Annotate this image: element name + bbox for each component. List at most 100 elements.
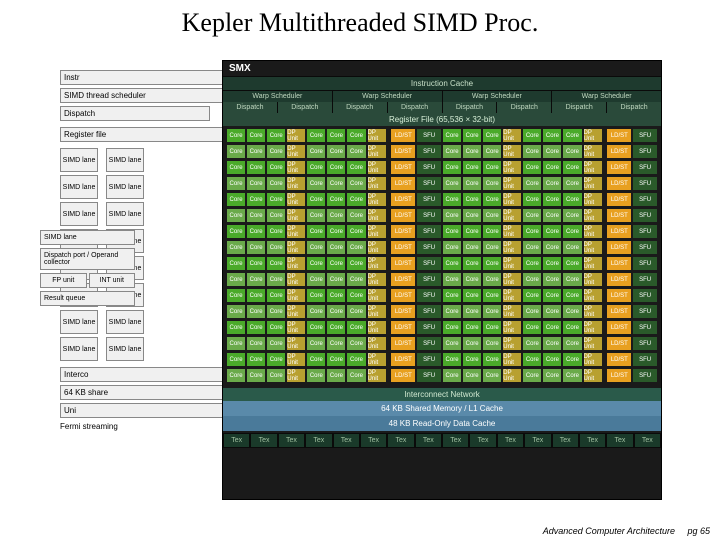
lane-cell: SIMD lane <box>60 202 98 226</box>
dp-cell: DP Unit <box>367 176 387 191</box>
dp-cell: DP Unit <box>583 256 603 271</box>
dp-cell: DP Unit <box>583 272 603 287</box>
core-cell: Core <box>462 256 482 271</box>
core-cell: Core <box>226 320 246 335</box>
core-cell: Core <box>522 224 542 239</box>
dp-cell: DP Unit <box>583 288 603 303</box>
core-cell: Core <box>482 336 502 351</box>
core-cell: Core <box>346 224 366 239</box>
ldst-cell: LD/ST <box>390 256 416 271</box>
dp-cell: DP Unit <box>367 352 387 367</box>
core-cell: Core <box>562 240 582 255</box>
dp-cell: DP Unit <box>583 176 603 191</box>
core-cell: Core <box>522 352 542 367</box>
core-cell: Core <box>522 272 542 287</box>
core-cell: Core <box>246 160 266 175</box>
dp-cell: DP Unit <box>583 144 603 159</box>
ldst-cell: LD/ST <box>606 352 632 367</box>
dp-cell: DP Unit <box>502 192 522 207</box>
core-cell: Core <box>226 144 246 159</box>
core-cell: Core <box>542 144 562 159</box>
core-cell: Core <box>442 304 462 319</box>
core-cell: Core <box>246 144 266 159</box>
tex-unit: Tex <box>552 433 579 448</box>
sfu-cell: SFU <box>416 304 442 319</box>
lane-cell: SIMD lane <box>60 175 98 199</box>
core-cell: Core <box>542 176 562 191</box>
interconnect-bar: Interconnect Network <box>223 388 661 401</box>
ldst-cell: LD/ST <box>390 368 416 383</box>
detail-title: SIMD lane <box>40 230 135 245</box>
dp-cell: DP Unit <box>502 176 522 191</box>
sfu-cell: SFU <box>416 192 442 207</box>
core-cell: Core <box>462 176 482 191</box>
core-cell: Core <box>462 240 482 255</box>
tex-unit: Tex <box>634 433 661 448</box>
left-dispatch: Dispatch <box>60 106 210 121</box>
tex-unit: Tex <box>333 433 360 448</box>
core-cell: Core <box>226 160 246 175</box>
core-cell: Core <box>482 256 502 271</box>
ldst-cell: LD/ST <box>606 304 632 319</box>
core-cell: Core <box>326 192 346 207</box>
core-cell: Core <box>542 368 562 383</box>
core-cell: Core <box>346 160 366 175</box>
dp-cell: DP Unit <box>286 336 306 351</box>
core-cell: Core <box>266 256 286 271</box>
core-cell: Core <box>562 160 582 175</box>
core-cell: Core <box>462 288 482 303</box>
core-cell: Core <box>462 224 482 239</box>
ldst-cell: LD/ST <box>390 160 416 175</box>
core-cell: Core <box>442 224 462 239</box>
core-cell: Core <box>246 192 266 207</box>
instr-cache-bar: Instruction Cache <box>223 76 661 91</box>
ldst-cell: LD/ST <box>390 208 416 223</box>
dp-cell: DP Unit <box>286 160 306 175</box>
core-cell: Core <box>226 240 246 255</box>
core-cell: Core <box>522 256 542 271</box>
core-cell: Core <box>226 256 246 271</box>
core-cell: Core <box>306 192 326 207</box>
dp-cell: DP Unit <box>367 320 387 335</box>
dp-cell: DP Unit <box>367 128 387 143</box>
tex-unit: Tex <box>360 433 387 448</box>
dp-cell: DP Unit <box>286 272 306 287</box>
core-cell: Core <box>306 368 326 383</box>
dp-cell: DP Unit <box>286 320 306 335</box>
dp-cell: DP Unit <box>367 192 387 207</box>
dp-cell: DP Unit <box>286 128 306 143</box>
core-cell: Core <box>306 304 326 319</box>
lane-cell: SIMD lane <box>106 337 144 361</box>
core-cell: Core <box>482 160 502 175</box>
core-cell: Core <box>226 176 246 191</box>
ldst-cell: LD/ST <box>390 272 416 287</box>
dispatch-unit: Dispatch <box>552 102 607 113</box>
dp-cell: DP Unit <box>367 336 387 351</box>
core-cell: Core <box>522 304 542 319</box>
core-cell: Core <box>346 192 366 207</box>
core-cell: Core <box>542 304 562 319</box>
core-cell: Core <box>542 160 562 175</box>
core-cell: Core <box>442 128 462 143</box>
core-cell: Core <box>482 368 502 383</box>
core-cell: Core <box>306 320 326 335</box>
core-cell: Core <box>562 320 582 335</box>
dispatch-unit: Dispatch <box>333 102 388 113</box>
sfu-cell: SFU <box>416 224 442 239</box>
dp-cell: DP Unit <box>583 304 603 319</box>
detail-dispatch: Dispatch port / Operand collector <box>40 248 135 270</box>
smx-title: SMX <box>223 61 661 76</box>
core-cell: Core <box>326 240 346 255</box>
core-cell: Core <box>522 288 542 303</box>
core-cell: Core <box>442 320 462 335</box>
core-cell: Core <box>562 352 582 367</box>
core-cell: Core <box>346 336 366 351</box>
ldst-cell: LD/ST <box>390 192 416 207</box>
core-cell: Core <box>522 320 542 335</box>
core-cell: Core <box>226 128 246 143</box>
core-cell: Core <box>246 336 266 351</box>
core-cell: Core <box>542 224 562 239</box>
ldst-cell: LD/ST <box>606 176 632 191</box>
ldst-cell: LD/ST <box>390 176 416 191</box>
core-cell: Core <box>326 208 346 223</box>
